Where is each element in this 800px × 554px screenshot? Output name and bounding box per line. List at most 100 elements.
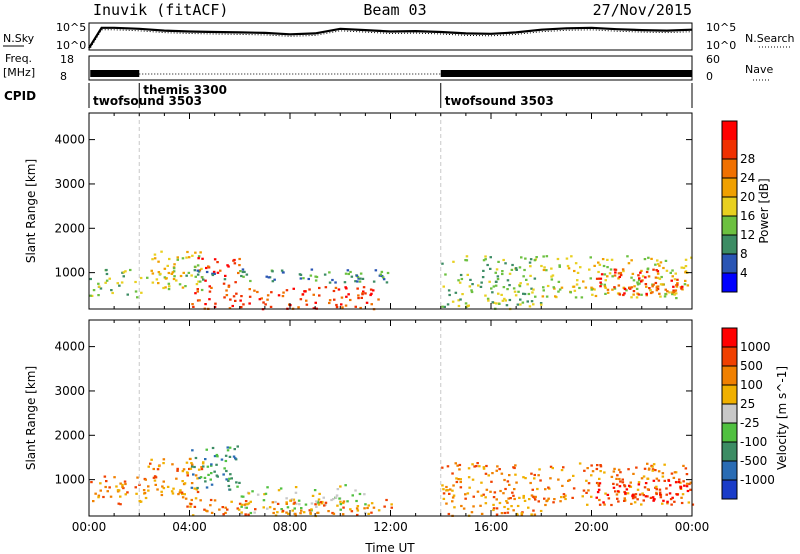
data-cell [599,470,602,473]
data-cell [272,511,275,515]
data-cell [502,492,505,495]
data-cell [149,462,152,465]
data-cell [622,286,626,289]
data-cell [175,279,178,282]
data-cell [315,500,318,503]
colorbar-frame [721,120,738,293]
data-cell [124,482,127,486]
data-cell [186,505,189,508]
data-cell [196,486,199,490]
data-cell [171,463,174,466]
data-cell [675,297,678,300]
data-cell [549,465,553,468]
data-cell [370,511,373,514]
data-cell [637,274,640,277]
data-cell [660,275,663,279]
data-cell [340,296,344,299]
data-cell [572,487,576,490]
data-cell [627,262,631,265]
data-cell [658,292,661,295]
data-cell [451,472,454,475]
data-cell [595,467,599,471]
data-cell [334,286,338,289]
data-cell [187,256,191,259]
data-cell [640,503,643,506]
data-cell [228,446,232,449]
data-cell [516,504,520,508]
ytick-label-1: 2000 [54,428,85,442]
data-cell [294,491,298,494]
data-cell [338,497,341,500]
data-cell [492,496,496,499]
data-cell [537,474,540,477]
data-cell [682,464,685,467]
data-cell [669,484,672,487]
data-cell [619,271,623,275]
data-cell [538,468,541,471]
data-cell [503,505,506,509]
data-cell [593,288,596,291]
power-axes: 1000 2000 3000 4000 [54,113,693,309]
data-cell [144,478,147,481]
data-cell [482,467,486,470]
data-cell [502,286,506,289]
data-cell [640,280,643,283]
data-cell [515,481,518,484]
data-cell [181,480,184,483]
data-cell [646,462,649,465]
data-cell [618,275,621,278]
data-cell [233,262,237,265]
data-cell [496,278,500,281]
data-cell [323,273,327,276]
data-cell [367,504,370,507]
data-cell [530,513,533,516]
data-cell [183,482,187,485]
data-cell [558,265,561,268]
colorbar-segment-5 [722,178,737,197]
data-cell [170,490,174,493]
data-cell [516,303,520,306]
data-cell [157,282,160,285]
data-cell [633,501,637,504]
data-cell [550,275,553,278]
data-cell [181,492,184,496]
data-cell [159,272,162,275]
data-cell [528,261,532,264]
data-cell [495,507,499,510]
data-cell [606,275,609,278]
data-cell [547,486,550,489]
data-cell [292,287,295,290]
data-cell [441,262,444,265]
data-cell [230,500,233,503]
freq-unit-label: [MHz] [3,66,35,79]
data-cell [222,513,225,516]
data-cell [530,287,533,290]
data-cell [291,509,294,512]
data-cell [656,285,660,288]
data-cell [532,288,535,291]
data-cell [204,458,207,461]
data-cell [616,474,619,477]
data-cell [544,503,547,507]
colorbar-frame [721,327,738,500]
scatter-region-7 [595,479,690,504]
data-cell [234,299,237,302]
data-cell [491,472,494,475]
data-cell [185,471,189,474]
data-cell [253,511,256,514]
data-cell [606,493,610,496]
data-cell [287,512,290,515]
data-cell [689,488,692,491]
data-cell [451,496,455,499]
data-cell [464,493,467,496]
data-cell [527,292,531,296]
data-cell [172,277,176,281]
data-cell [197,280,200,283]
data-cell [615,477,618,480]
data-cell [604,492,607,495]
data-cell [652,463,656,466]
data-cell [473,465,476,468]
data-cell [129,268,132,272]
data-cell [597,488,601,491]
data-cell [240,511,243,514]
